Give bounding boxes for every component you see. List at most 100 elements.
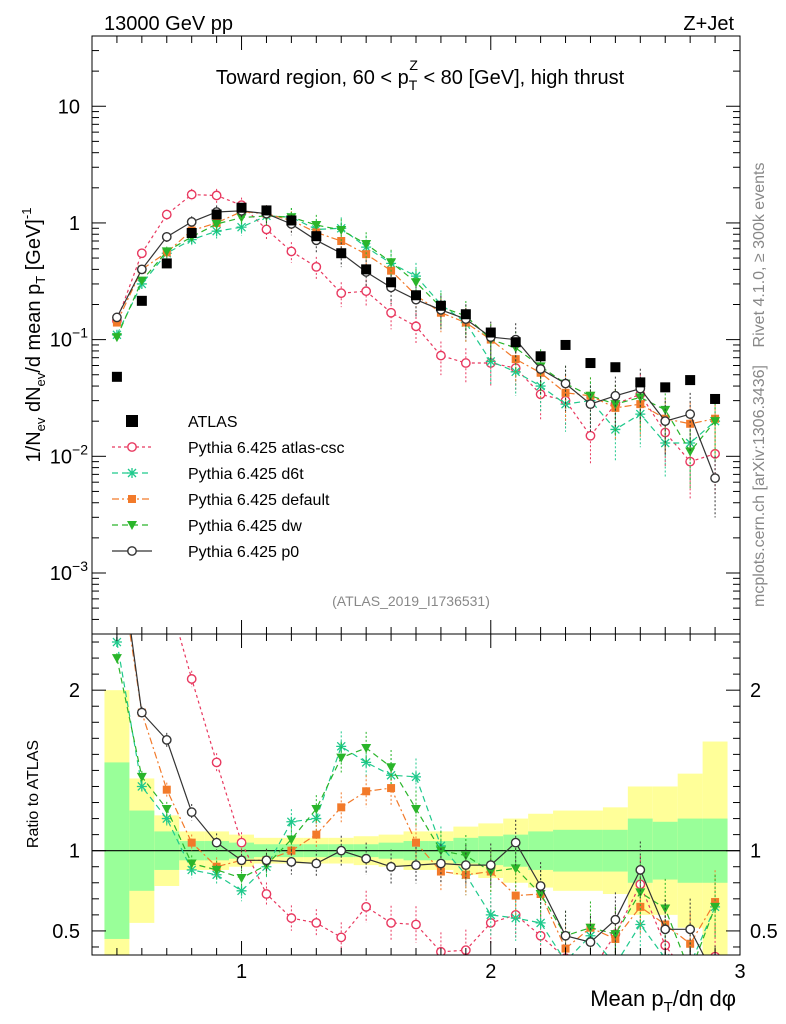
data-point bbox=[610, 390, 621, 401]
ratio-point bbox=[411, 771, 421, 782]
legend-item: Pythia 6.425 p0 bbox=[112, 544, 299, 561]
data-point bbox=[186, 227, 197, 238]
data-point bbox=[511, 355, 520, 364]
data-point bbox=[535, 364, 546, 374]
ratio-point bbox=[485, 860, 496, 871]
ratio-point bbox=[211, 837, 222, 848]
ratio-point bbox=[411, 860, 421, 871]
data-point bbox=[161, 209, 172, 220]
data-point bbox=[236, 222, 247, 233]
data-point bbox=[211, 219, 222, 229]
ratio-point bbox=[561, 956, 571, 966]
x-tick-label: 1 bbox=[236, 961, 247, 983]
data-point bbox=[685, 375, 696, 386]
data-point bbox=[336, 225, 347, 235]
ratio-y-axis-label: Ratio to ATLAS bbox=[25, 740, 42, 848]
ratio-point bbox=[412, 838, 420, 847]
ratio-point bbox=[236, 873, 247, 883]
ratio-point bbox=[286, 835, 297, 845]
data-point bbox=[610, 362, 621, 373]
ratio-point bbox=[163, 586, 171, 594]
ratio-point bbox=[511, 891, 520, 900]
ratio-point bbox=[635, 919, 646, 930]
data-point bbox=[336, 248, 347, 259]
ratio-point bbox=[436, 858, 446, 869]
data-point bbox=[585, 399, 596, 410]
data-point bbox=[161, 231, 172, 242]
ratio-y-tick-label: 0.5 bbox=[52, 921, 80, 943]
ratio-point bbox=[186, 859, 197, 869]
ratio-point bbox=[311, 918, 322, 928]
data-point bbox=[286, 215, 297, 226]
ratio-point bbox=[311, 813, 322, 824]
data-point bbox=[386, 277, 397, 288]
data-point bbox=[136, 248, 147, 259]
data-point bbox=[560, 339, 571, 350]
series-line bbox=[116, 210, 716, 479]
data-point bbox=[361, 264, 372, 275]
data-point bbox=[136, 276, 147, 286]
ratio-point bbox=[336, 932, 347, 943]
data-point bbox=[560, 378, 571, 389]
y-tick-label: 10−1 bbox=[50, 325, 88, 352]
ratio-y-tick-label: 1 bbox=[69, 841, 80, 863]
ratio-point bbox=[186, 807, 197, 818]
data-point bbox=[261, 205, 272, 216]
ratio-point bbox=[113, 525, 121, 533]
data-point bbox=[411, 321, 421, 332]
ratio-plot-series bbox=[111, 525, 721, 983]
data-point bbox=[660, 382, 671, 393]
legend-marker bbox=[127, 521, 137, 530]
ratio-point bbox=[686, 975, 694, 983]
data-point bbox=[411, 278, 421, 288]
legend-marker bbox=[126, 415, 138, 427]
legend-marker bbox=[127, 442, 137, 452]
ratio-point bbox=[560, 930, 571, 941]
legend: ATLAS Pythia 6.425 atlas-csc Pythia 6.425 … bbox=[112, 414, 345, 561]
ratio-point bbox=[361, 757, 372, 768]
legend-item: Pythia 6.425 atlas-csc bbox=[112, 440, 345, 457]
legend-label: Pythia 6.425 p0 bbox=[188, 544, 299, 561]
ratio-point bbox=[585, 937, 596, 948]
ratio-point bbox=[386, 763, 397, 773]
data-point bbox=[685, 447, 696, 457]
data-point bbox=[561, 388, 570, 397]
ratio-point bbox=[286, 857, 297, 867]
plot-title-sup: Z bbox=[409, 57, 418, 73]
legend-item: Pythia 6.425 default bbox=[112, 492, 330, 509]
y-tick-label: 10 bbox=[58, 96, 80, 118]
ratio-point bbox=[610, 960, 620, 970]
ratio-point bbox=[187, 838, 196, 847]
ratio-point bbox=[211, 757, 222, 768]
data-point bbox=[211, 190, 222, 201]
legend-label: ATLAS bbox=[188, 414, 238, 431]
ratio-point bbox=[286, 816, 297, 827]
y-tick-label: 1 bbox=[69, 213, 80, 235]
legend-label: Pythia 6.425 default bbox=[188, 492, 330, 509]
ratio-point bbox=[136, 781, 147, 792]
ratio-point bbox=[311, 804, 322, 814]
ratio-point bbox=[711, 973, 719, 981]
data-point bbox=[211, 209, 222, 220]
legend-label: Pythia 6.425 atlas-csc bbox=[188, 440, 345, 457]
ratio-y-tick-label-right: 1 bbox=[750, 841, 761, 863]
data-point bbox=[635, 377, 646, 388]
ratio-point bbox=[138, 596, 146, 604]
y-tick-label: 10−2 bbox=[50, 441, 88, 468]
data-point bbox=[261, 224, 272, 235]
ratio-point bbox=[436, 867, 445, 876]
data-point bbox=[585, 430, 596, 441]
data-point bbox=[386, 307, 396, 318]
header-left: 13000 GeV pp bbox=[104, 13, 233, 35]
data-point bbox=[460, 358, 471, 368]
plot-title-part-b: < 80 [GeV], high thrust bbox=[418, 67, 625, 89]
legend-marker bbox=[127, 468, 137, 478]
ratio-point bbox=[386, 918, 396, 928]
data-point bbox=[286, 246, 297, 257]
data-point bbox=[136, 264, 147, 275]
data-point bbox=[660, 416, 671, 427]
ratio-point bbox=[236, 885, 247, 896]
ratio-point bbox=[261, 855, 272, 866]
data-point bbox=[636, 400, 645, 409]
